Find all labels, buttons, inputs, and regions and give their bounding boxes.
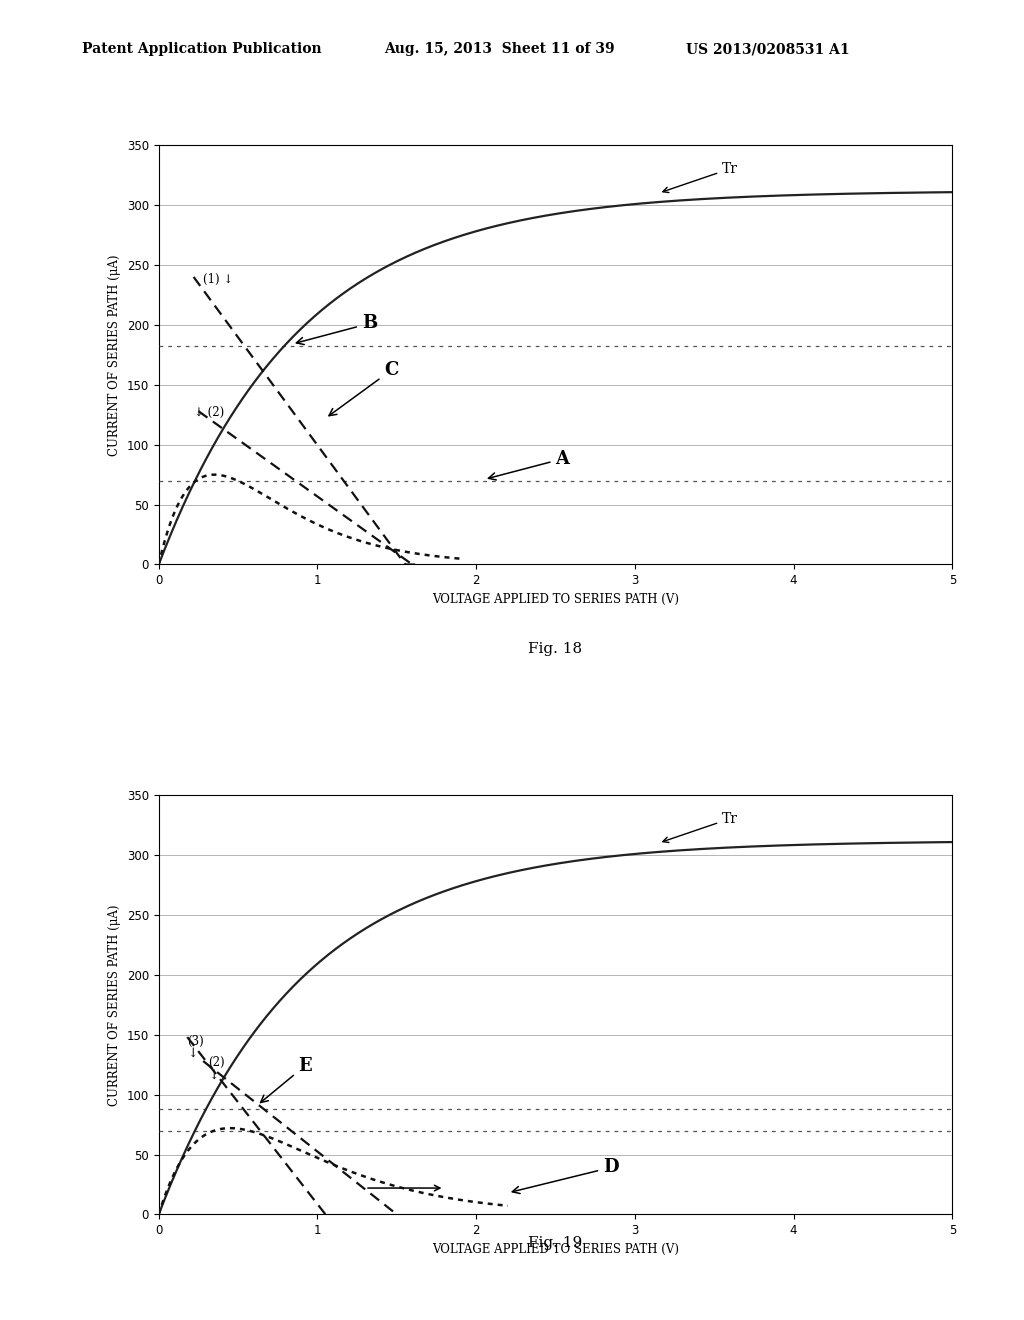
Text: (1) ↓: (1) ↓ (203, 273, 233, 286)
Text: Fig. 18: Fig. 18 (528, 643, 582, 656)
Y-axis label: CURRENT OF SERIES PATH (μA): CURRENT OF SERIES PATH (μA) (109, 253, 121, 455)
Text: Patent Application Publication: Patent Application Publication (82, 42, 322, 57)
Text: C: C (329, 362, 398, 416)
X-axis label: VOLTAGE APPLIED TO SERIES PATH (V): VOLTAGE APPLIED TO SERIES PATH (V) (432, 593, 679, 606)
Text: Fig. 19: Fig. 19 (528, 1237, 582, 1250)
Text: A: A (488, 450, 569, 480)
Text: (3): (3) (187, 1035, 204, 1048)
Text: Tr: Tr (663, 162, 738, 193)
Text: D: D (512, 1159, 618, 1193)
Text: E: E (260, 1056, 312, 1102)
Text: ↓: ↓ (208, 1068, 218, 1081)
Text: Aug. 15, 2013  Sheet 11 of 39: Aug. 15, 2013 Sheet 11 of 39 (384, 42, 614, 57)
Text: Tr: Tr (663, 812, 738, 842)
Text: ↓: ↓ (187, 1047, 198, 1060)
X-axis label: VOLTAGE APPLIED TO SERIES PATH (V): VOLTAGE APPLIED TO SERIES PATH (V) (432, 1242, 679, 1255)
Text: (2): (2) (208, 1056, 224, 1069)
Y-axis label: CURRENT OF SERIES PATH (μA): CURRENT OF SERIES PATH (μA) (109, 904, 121, 1106)
Text: US 2013/0208531 A1: US 2013/0208531 A1 (686, 42, 850, 57)
Text: ↓ (2): ↓ (2) (194, 407, 224, 420)
Text: B: B (296, 314, 377, 345)
